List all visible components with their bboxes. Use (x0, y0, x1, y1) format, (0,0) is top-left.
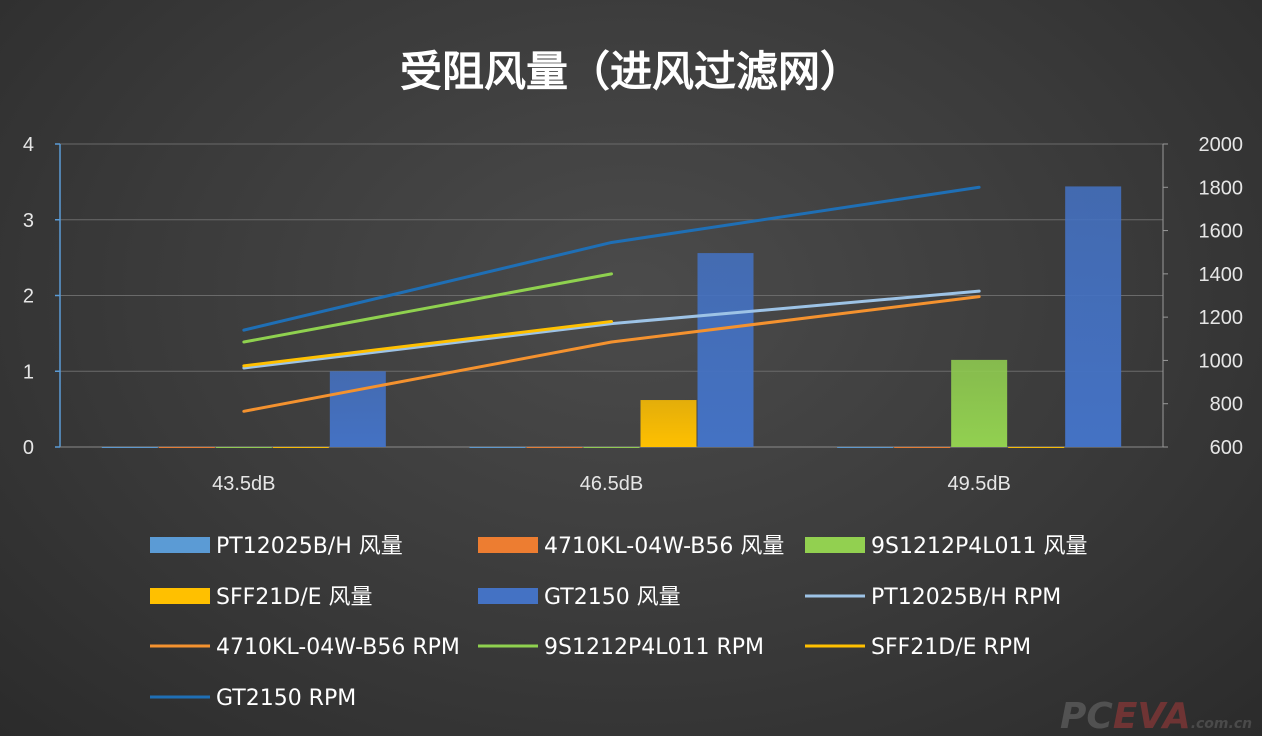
left-tick-label: 4 (23, 134, 34, 156)
bar (1008, 447, 1065, 448)
chart-title: 受阻风量（进风过滤网） (400, 47, 862, 96)
right-tick-label: 1000 (1199, 350, 1244, 372)
right-tick-label: 600 (1210, 437, 1243, 459)
watermark-eva: EVA (1113, 696, 1191, 736)
series-line (242, 272, 613, 344)
legend-swatch-bar (150, 537, 210, 553)
bar (158, 447, 215, 448)
legend-swatch-bar (478, 588, 538, 604)
left-tick-label: 0 (23, 437, 34, 459)
left-tick-label: 2 (23, 286, 34, 308)
left-tick-label: 1 (23, 361, 34, 383)
legend-label: SFF21D/E 风量 (216, 585, 373, 610)
right-tick-label: 1600 (1199, 221, 1244, 243)
series-line (242, 319, 613, 368)
bar (951, 359, 1008, 447)
bar (469, 447, 526, 448)
legend-swatch-bar (150, 588, 210, 604)
legend-swatch-bar (478, 537, 538, 553)
watermark: PCEVA.com.cn (1060, 696, 1252, 736)
legend-label: 4710KL-04W-B56 风量 (544, 534, 784, 559)
legend-label: 9S1212P4L011 RPM (544, 635, 764, 660)
bar-series-group (101, 186, 1122, 448)
legend-label: 4710KL-04W-B56 RPM (216, 635, 460, 660)
line-series-group (242, 185, 981, 413)
watermark-domain: .com.cn (1191, 716, 1252, 732)
bar (526, 447, 583, 448)
right-tick-label: 1400 (1199, 264, 1244, 286)
series-line (242, 289, 981, 370)
category-label: 49.5dB (947, 473, 1010, 495)
right-tick-label: 2000 (1199, 134, 1244, 156)
bar (894, 447, 951, 448)
bar (583, 447, 640, 448)
legend-label: PT12025B/H 风量 (216, 534, 403, 559)
legend-label: SFF21D/E RPM (871, 635, 1031, 660)
series-line (242, 295, 981, 413)
right-tick-label: 1800 (1199, 177, 1244, 199)
legend-label: PT12025B/H RPM (871, 585, 1061, 610)
bar (215, 447, 272, 448)
legend: PT12025B/H 风量 4710KL-04W-B56 风量 9S1212P4L0… (150, 534, 1087, 711)
legend-swatch-bar (805, 537, 865, 553)
bar (101, 447, 158, 448)
legend-label: GT2150 RPM (216, 686, 356, 711)
watermark-pc: PC (1060, 696, 1113, 736)
legend-label: 9S1212P4L011 风量 (871, 534, 1087, 559)
bar (272, 447, 329, 448)
bar (697, 253, 754, 447)
right-tick-label: 1200 (1199, 307, 1244, 329)
bar (837, 447, 894, 448)
left-tick-label: 3 (23, 210, 34, 232)
right-tick-label: 800 (1210, 394, 1243, 416)
bar (640, 400, 697, 447)
right-y-axis: 600 800 1000 1200 1400 1600 1800 2000 (1162, 134, 1244, 459)
series-line (242, 185, 981, 332)
category-label: 46.5dB (580, 473, 643, 495)
bar (329, 371, 386, 447)
category-labels: 43.5dB 46.5dB 49.5dB (212, 473, 1011, 495)
bar (1065, 186, 1122, 448)
category-label: 43.5dB (212, 473, 275, 495)
legend-label: GT2150 风量 (544, 585, 681, 610)
